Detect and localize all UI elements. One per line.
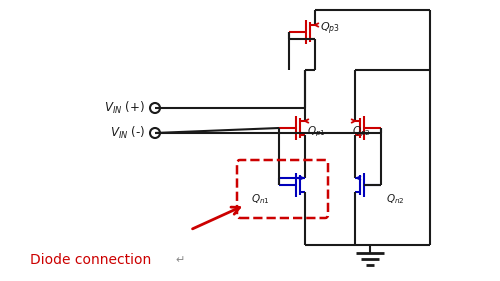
Text: $V_{IN}$ (-): $V_{IN}$ (-) [110, 125, 145, 141]
Text: ↵: ↵ [175, 255, 184, 265]
Text: $Q_{p3}$: $Q_{p3}$ [320, 21, 340, 37]
Text: $Q_{n2}$: $Q_{n2}$ [386, 192, 404, 206]
Text: $Q_{n1}$: $Q_{n1}$ [251, 192, 270, 206]
Text: $Q_{p2}$: $Q_{p2}$ [352, 125, 370, 139]
Text: Diode connection: Diode connection [30, 253, 151, 267]
Text: $V_{IN}$ (+): $V_{IN}$ (+) [104, 100, 145, 116]
Text: $Q_{p1}$: $Q_{p1}$ [307, 125, 326, 139]
